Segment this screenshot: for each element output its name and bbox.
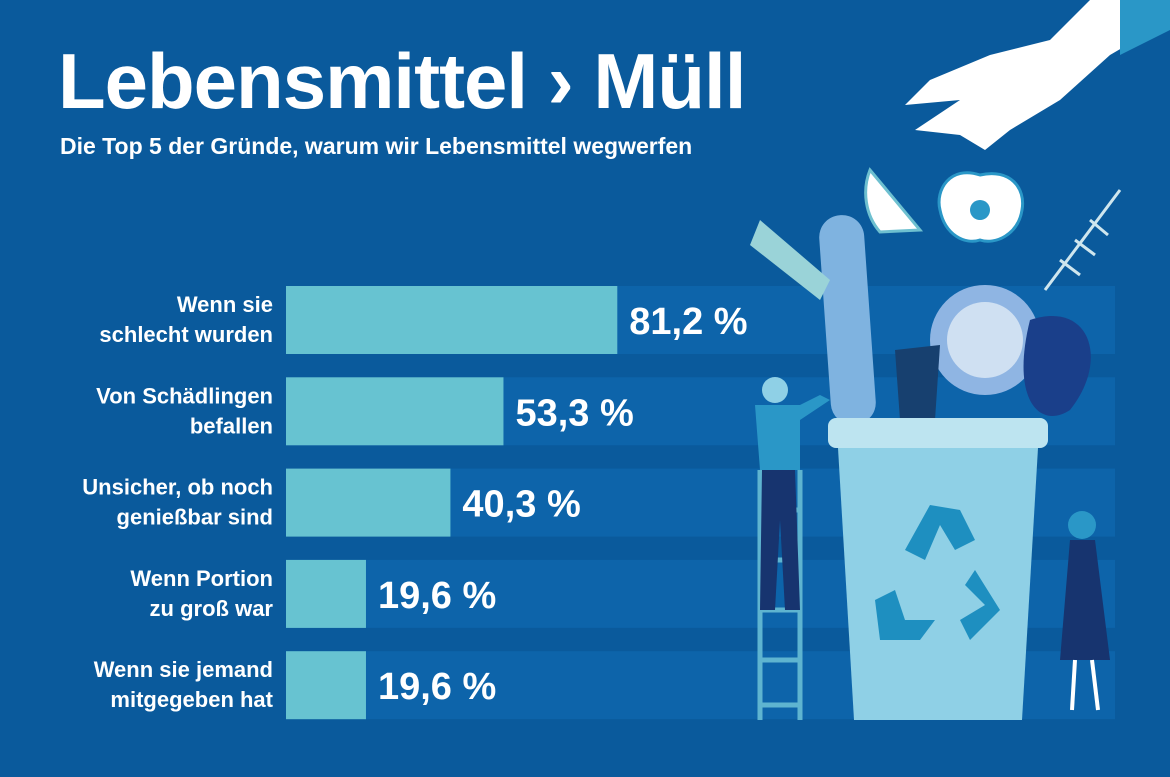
data-label: 53,3 % [515, 392, 633, 434]
data-label: 19,6 % [378, 575, 496, 617]
category-label: Unsicher, ob noch [82, 475, 273, 500]
person-man-icon [755, 377, 830, 610]
page-title: Lebensmittel › Müll [58, 37, 746, 125]
category-label: genießbar sind [117, 505, 273, 530]
apple-icon [937, 171, 1025, 243]
bar [286, 377, 504, 446]
category-label: Von Schädlingen [96, 383, 273, 408]
category-label: zu groß war [150, 596, 274, 621]
page-subtitle: Die Top 5 der Gründe, warum wir Lebensmi… [60, 133, 693, 159]
data-label: 19,6 % [378, 666, 496, 708]
data-label: 40,3 % [462, 484, 580, 526]
person-woman-icon [1060, 511, 1110, 711]
category-label: schlecht wurden [99, 322, 273, 347]
recycle-icon [875, 505, 1000, 640]
category-label: mitgegeben hat [110, 687, 273, 712]
bar [286, 559, 366, 628]
category-label: Wenn sie [177, 292, 273, 317]
bar [286, 468, 451, 537]
hand-icon [905, 0, 1170, 150]
data-label: 81,2 % [629, 301, 747, 343]
bar [286, 651, 366, 720]
tomato-slice-icon [864, 167, 924, 234]
recycle-bin-icon [828, 418, 1048, 720]
bar [286, 286, 618, 354]
baguette-icon [819, 215, 876, 425]
fish-bone-icon [1043, 189, 1122, 291]
category-label: befallen [190, 413, 273, 438]
category-label: Wenn sie jemand [94, 657, 273, 682]
category-label: Wenn Portion [130, 566, 273, 591]
